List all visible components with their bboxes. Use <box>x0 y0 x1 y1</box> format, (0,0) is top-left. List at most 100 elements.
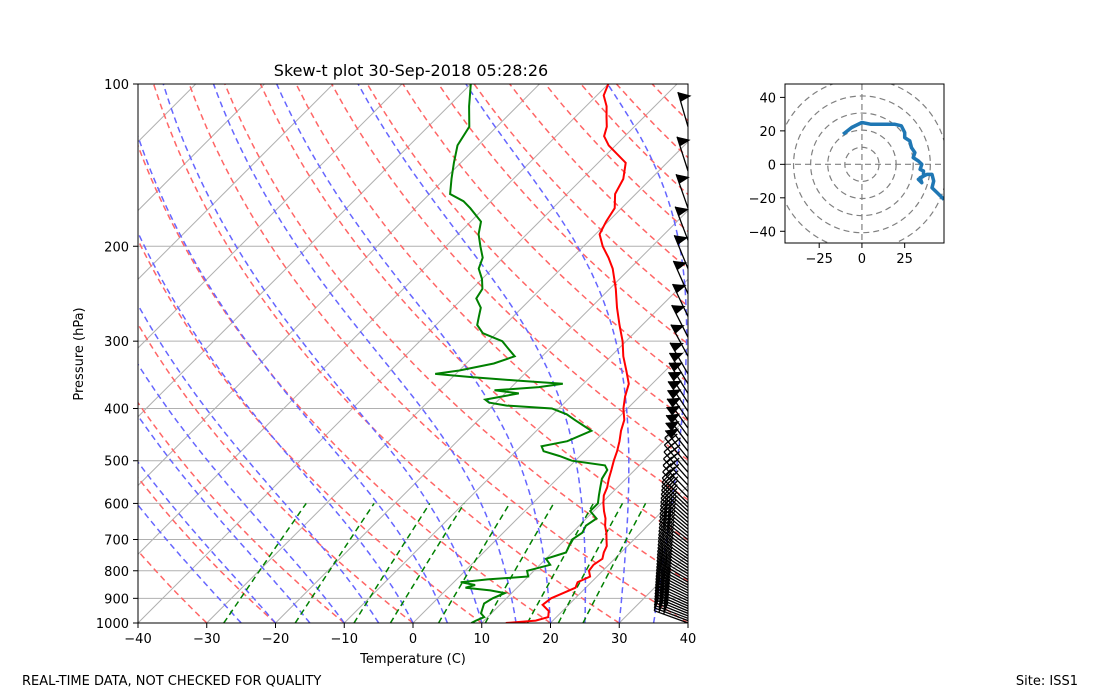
x-tick-label: −20 <box>262 632 289 647</box>
wind-barb-staff <box>656 569 689 589</box>
dry-adiabat-line <box>188 84 688 623</box>
wind-barb <box>677 91 692 127</box>
wind-barb-staff <box>658 527 689 550</box>
wind-barb-flag <box>665 428 680 439</box>
wind-barb-staff <box>663 451 689 480</box>
wind-barb-flag <box>670 324 685 334</box>
y-tick-label: 500 <box>104 455 129 470</box>
moist-adiabat-line <box>138 134 449 623</box>
wind-barb-flag <box>676 174 690 184</box>
wind-barb <box>668 352 689 385</box>
wind-barb <box>664 428 689 459</box>
wind-barb-staff <box>656 557 689 578</box>
x-tick-label: 20 <box>542 632 559 647</box>
wind-barb-staff <box>656 566 689 586</box>
wind-barb-flag <box>667 389 682 399</box>
wind-barb-staff <box>657 541 689 563</box>
dry-adiabat-line <box>138 476 277 623</box>
dry-adiabat-line <box>295 84 688 501</box>
y-tick-label: 200 <box>104 240 129 255</box>
dry-adiabat-line <box>509 84 688 270</box>
wind-barb-flag <box>677 136 691 147</box>
hodograph-axes: −25 0 25 −40 −20 0 20 40 <box>749 91 913 267</box>
wind-barb-staff <box>658 537 689 560</box>
wind-barb-staff <box>656 554 689 575</box>
wind-barb-staff <box>655 581 689 599</box>
wind-barb <box>661 473 689 508</box>
dry-adiabat-line <box>331 84 688 461</box>
x-tick-label: −30 <box>193 632 220 647</box>
chart-title: Skew-t plot 30-Sep-2018 05:28:26 <box>274 61 548 80</box>
wind-barb-flag <box>675 206 689 217</box>
y-tick-label: 1000 <box>96 617 129 632</box>
wind-barb <box>672 283 689 317</box>
y-tick-label: 300 <box>104 335 129 350</box>
wind-barb-staff <box>655 576 689 594</box>
dry-adiabat-line <box>402 84 688 384</box>
wind-barb-staff <box>658 534 689 557</box>
wind-barb-staff <box>656 563 689 583</box>
wind-barb <box>666 397 689 429</box>
isotherm-line <box>550 484 688 623</box>
moist-adiabat-line <box>138 503 242 623</box>
dry-adiabat-line <box>138 238 483 623</box>
hodograph-y-tick-label: 20 <box>759 125 776 140</box>
wind-barb <box>665 421 689 452</box>
dry-adiabat-line <box>138 401 345 623</box>
moist-adiabat-line <box>162 84 483 623</box>
wind-barb-staff <box>666 398 689 429</box>
wind-barb-staff <box>676 136 689 172</box>
dry-adiabat-line <box>687 84 688 86</box>
wind-barb-flag <box>674 235 689 245</box>
skewt-frame <box>137 83 689 624</box>
wind-barb-staff <box>662 471 689 498</box>
dry-adiabat-line <box>723 84 1100 623</box>
x-tick-label: 30 <box>611 632 628 647</box>
x-tick-label: −40 <box>124 632 151 647</box>
wind-barb <box>673 235 689 269</box>
isotherm-line <box>481 416 688 623</box>
hodograph-x-tick-label: −25 <box>805 252 832 267</box>
wind-barb-staff <box>671 304 689 338</box>
wind-barb-staff <box>677 91 689 127</box>
wind-barb <box>667 389 689 421</box>
isotherm-line <box>0 84 58 623</box>
dry-adiabat-line <box>152 84 620 623</box>
wind-barb-staff <box>654 596 689 612</box>
hodograph-y-tick-label: −40 <box>749 225 776 240</box>
dry-adiabat-line <box>138 322 414 623</box>
wind-barb-staff <box>660 497 689 523</box>
wind-barb-flag <box>669 352 684 362</box>
hodograph-y-tick-label: 40 <box>759 91 776 106</box>
temperature-profile-line <box>505 84 630 623</box>
mixing-ratio-line <box>437 503 511 623</box>
wind-barb-staff <box>673 235 689 269</box>
wind-barb-staff <box>656 560 689 580</box>
x-tick-label: 40 <box>680 632 697 647</box>
dry-adiabat-line <box>224 84 688 583</box>
mixing-ratio-line <box>557 503 624 623</box>
wind-barb <box>665 413 689 445</box>
isotherm-line <box>138 84 609 555</box>
wind-barb-staff <box>654 601 689 617</box>
wind-barb-flag <box>677 92 692 102</box>
x-axis-label: Temperature (C) <box>359 652 466 667</box>
isotherm-line <box>138 84 678 623</box>
wind-barb <box>667 371 689 403</box>
wind-barb-staff <box>661 481 689 508</box>
y-tick-label: 700 <box>104 534 129 549</box>
wind-barb-staff <box>655 578 689 597</box>
wind-barb-staff <box>661 485 689 512</box>
wind-barb-staff <box>661 489 689 516</box>
wind-barb-staff <box>672 260 689 295</box>
moist-adiabat-line <box>212 84 517 623</box>
wind-barb <box>668 362 689 394</box>
wind-barb-feather <box>668 480 679 490</box>
moist-adiabat-line <box>276 84 552 623</box>
wind-barb-staff <box>654 604 689 619</box>
wind-barb <box>675 173 690 209</box>
hodograph-trace <box>842 120 944 201</box>
wind-barb-staff <box>665 422 689 452</box>
isotherm-line <box>138 84 540 487</box>
x-tick-label: 0 <box>409 632 417 647</box>
